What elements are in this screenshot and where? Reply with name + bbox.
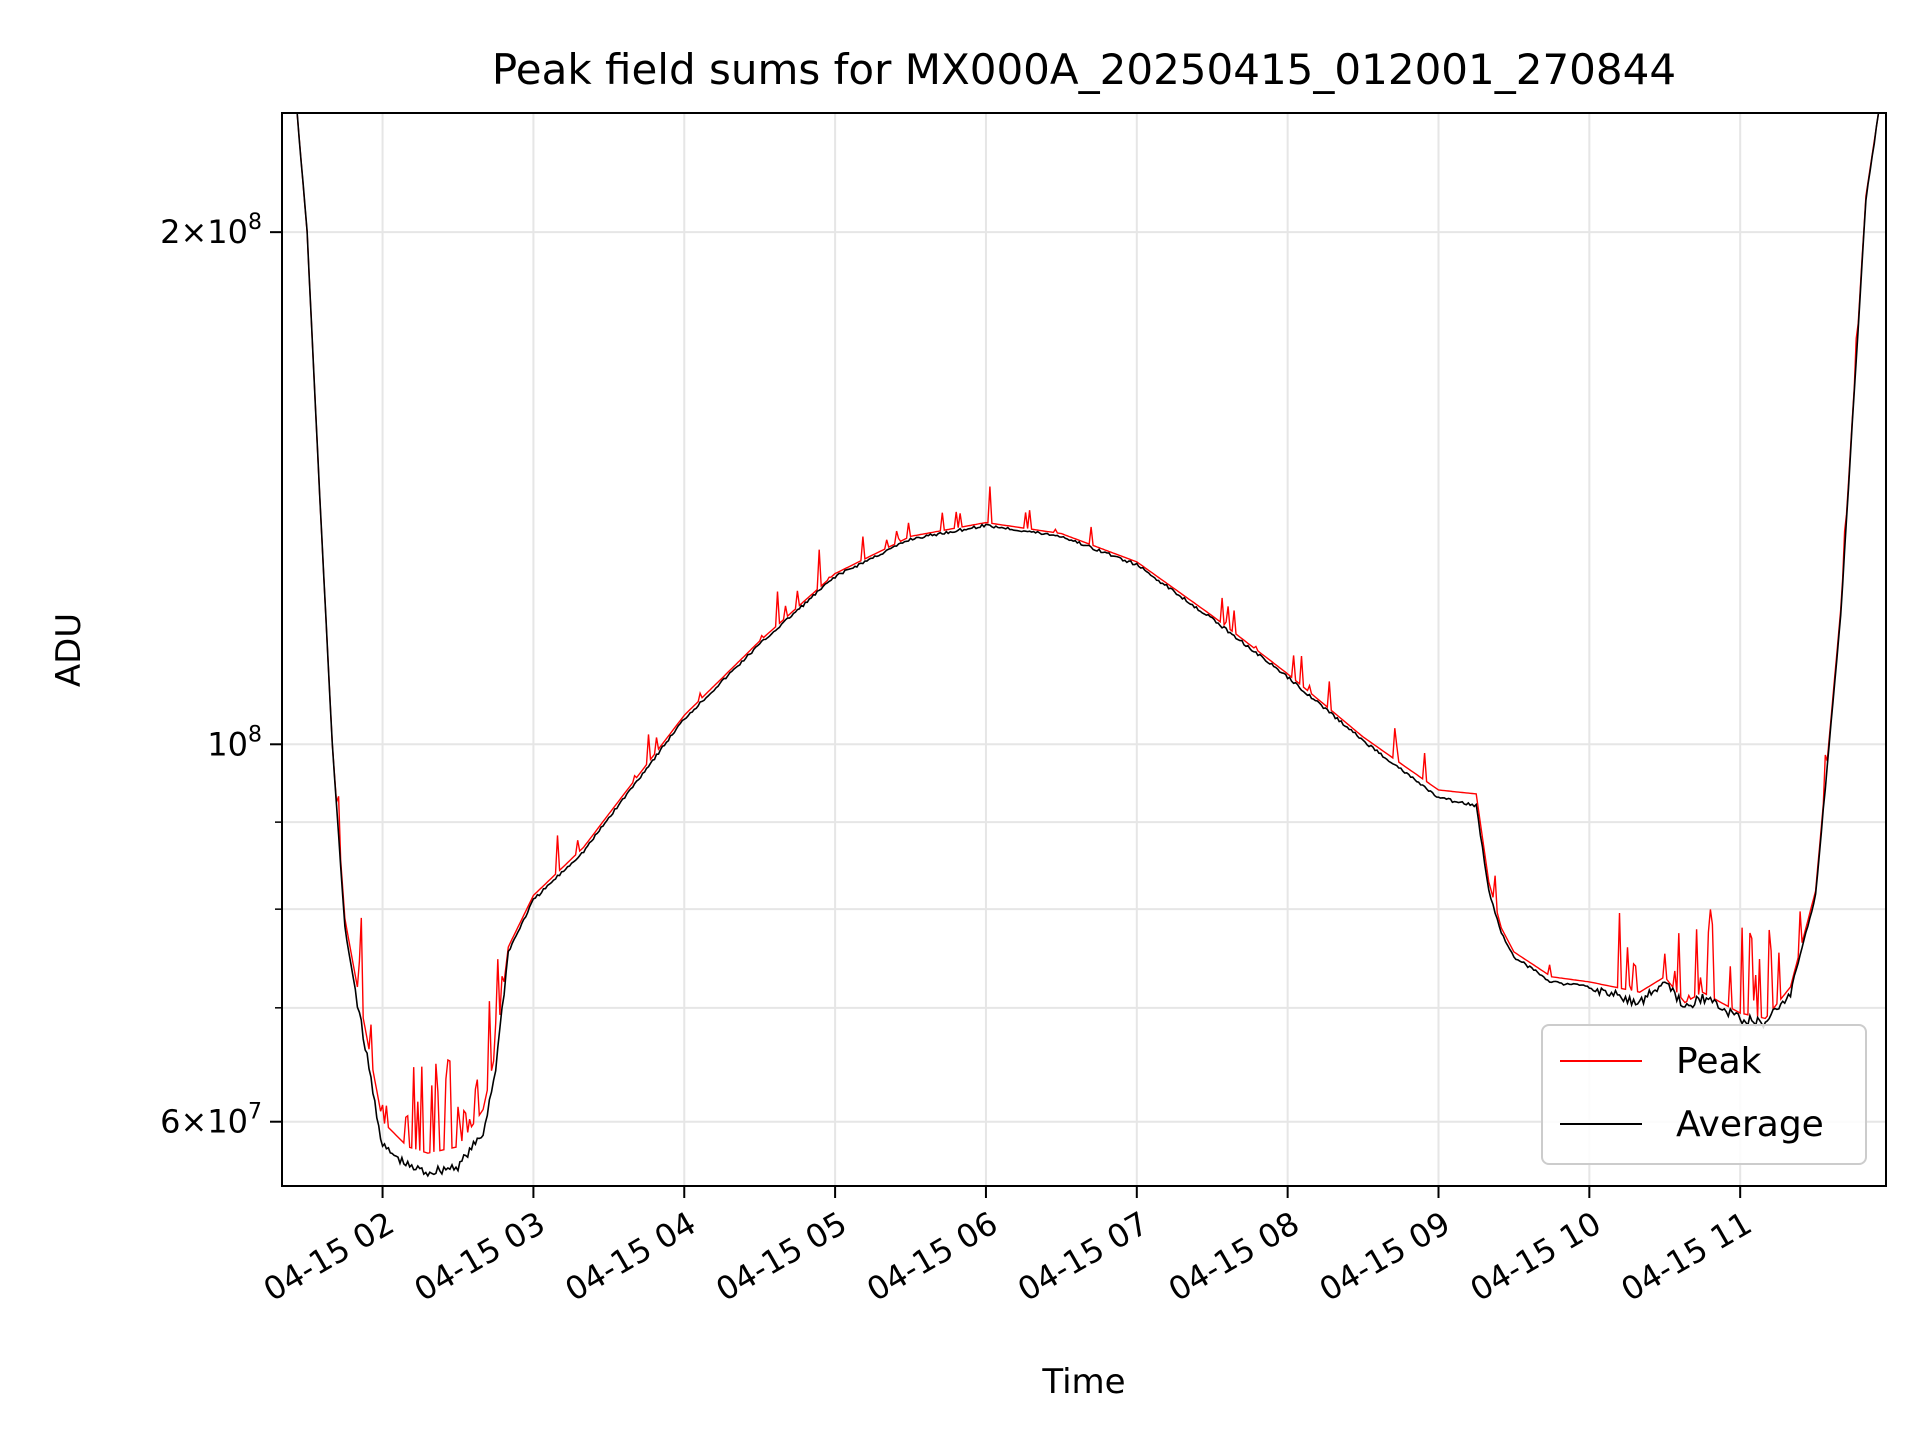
y-tick-label: 6×107 <box>160 1100 262 1141</box>
legend-box <box>1541 1024 1867 1165</box>
series-line-peak <box>296 113 1880 1154</box>
legend: Peak Average <box>1541 1024 1867 1165</box>
series-line-average <box>296 113 1880 1178</box>
chart-title: Peak field sums for MX000A_20250415_0120… <box>492 45 1676 94</box>
plot-frame <box>281 112 1887 1187</box>
legend-average-label: Average <box>1676 1104 1824 1145</box>
y-tick-label: 2×108 <box>160 210 262 251</box>
series-layer <box>296 113 1880 1178</box>
x-axis-label: Time <box>1041 1362 1125 1402</box>
legend-peak-label: Peak <box>1676 1041 1762 1082</box>
y-axis-label: ADU <box>49 613 89 687</box>
grid <box>282 113 1886 1186</box>
